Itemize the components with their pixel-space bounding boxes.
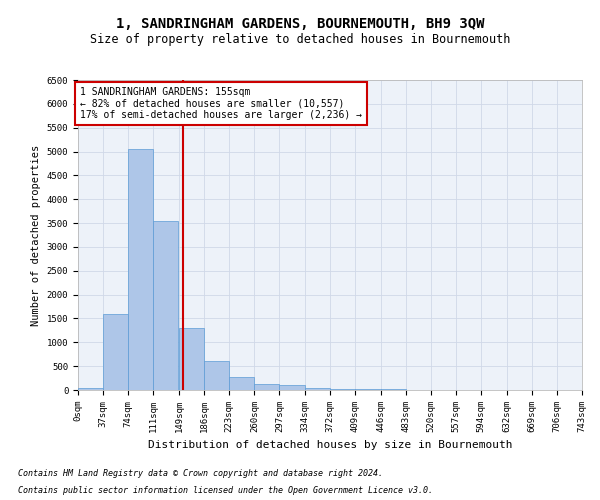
X-axis label: Distribution of detached houses by size in Bournemouth: Distribution of detached houses by size … [148, 440, 512, 450]
Bar [331, 388, 355, 390]
Bar [128, 149, 153, 390]
Bar [280, 385, 305, 390]
Bar [153, 220, 178, 390]
Bar [380, 389, 406, 390]
Text: 1 SANDRINGHAM GARDENS: 155sqm
← 82% of detached houses are smaller (10,557)
17% : 1 SANDRINGHAM GARDENS: 155sqm ← 82% of d… [80, 87, 362, 120]
Bar [229, 376, 254, 390]
Bar [179, 328, 204, 390]
Bar [78, 388, 103, 390]
Bar [254, 384, 280, 390]
Text: 1, SANDRINGHAM GARDENS, BOURNEMOUTH, BH9 3QW: 1, SANDRINGHAM GARDENS, BOURNEMOUTH, BH9… [116, 18, 484, 32]
Text: Size of property relative to detached houses in Bournemouth: Size of property relative to detached ho… [90, 32, 510, 46]
Bar [305, 388, 329, 390]
Bar [355, 388, 380, 390]
Bar [103, 314, 128, 390]
Text: Contains public sector information licensed under the Open Government Licence v3: Contains public sector information licen… [18, 486, 433, 495]
Bar [204, 362, 229, 390]
Y-axis label: Number of detached properties: Number of detached properties [31, 144, 41, 326]
Text: Contains HM Land Registry data © Crown copyright and database right 2024.: Contains HM Land Registry data © Crown c… [18, 468, 383, 477]
